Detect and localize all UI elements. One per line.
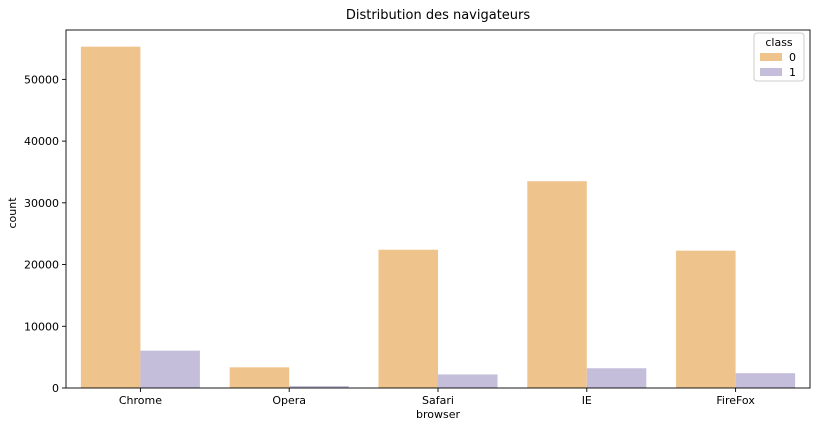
bar-chrome-class-1 <box>140 350 200 388</box>
y-tick-label: 20000 <box>24 259 59 272</box>
y-tick-label: 0 <box>52 382 59 395</box>
legend-label-class-1: 1 <box>789 66 796 79</box>
legend-swatch-class-0 <box>760 53 782 61</box>
bar-firefox-class-1 <box>735 373 796 388</box>
bar-safari-class-0 <box>378 249 438 388</box>
x-tick-label-firefox: FireFox <box>716 394 755 407</box>
bar-opera-class-1 <box>289 386 349 388</box>
plot-area: 0 10000 20000 30000 40000 50000 Chrome Opera Saf… <box>24 29 811 407</box>
chart-title: Distribution des navigateurs <box>346 8 531 23</box>
legend-label-class-0: 0 <box>789 51 796 64</box>
y-tick-label: 40000 <box>24 135 59 148</box>
bar-firefox-class-0 <box>676 250 736 388</box>
bar-chrome-class-0 <box>80 46 141 388</box>
bar-safari-class-1 <box>438 374 498 388</box>
x-tick-label-opera: Opera <box>272 394 306 407</box>
x-tick-label-safari: Safari <box>422 394 454 407</box>
y-tick-label: 50000 <box>24 73 59 86</box>
legend-swatch-class-1 <box>760 68 782 76</box>
y-axis-label: count <box>6 197 19 229</box>
bar-opera-class-0 <box>229 367 290 388</box>
y-tick-label: 30000 <box>24 197 59 210</box>
x-axis-label: browser <box>416 408 460 421</box>
x-tick-label-ie: IE <box>582 394 592 407</box>
y-tick-label: 10000 <box>24 320 59 333</box>
bar-ie-class-1 <box>586 368 647 388</box>
bar-ie-class-0 <box>527 181 587 388</box>
legend: class 0 1 <box>753 32 805 82</box>
x-tick-label-chrome: Chrome <box>119 394 162 407</box>
legend-title: class <box>765 36 793 49</box>
